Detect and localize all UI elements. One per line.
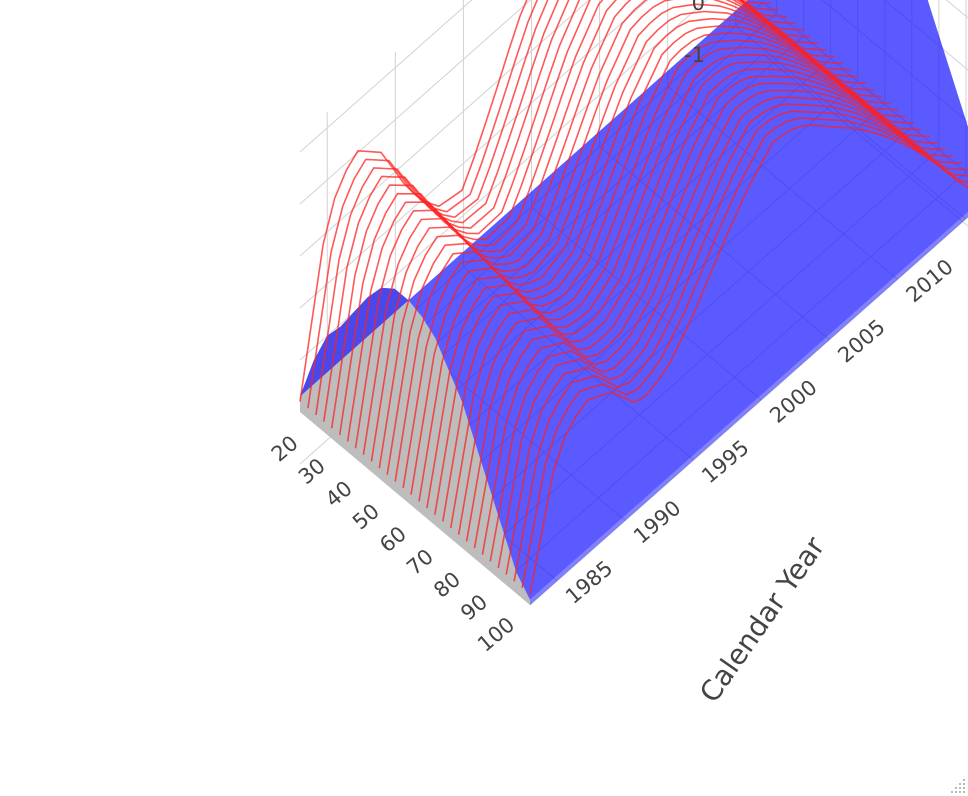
x-tick-label: 90 (456, 590, 492, 626)
series-line (489, 89, 954, 562)
series-line (434, 39, 898, 515)
series-line (457, 61, 922, 535)
series-line (529, 124, 968, 595)
series-line (473, 75, 938, 549)
series-line (346, 0, 811, 442)
series-line (521, 117, 968, 589)
series-line (299, 0, 528, 402)
series-line (354, 0, 819, 449)
series-line (481, 82, 946, 555)
resize-grip-icon[interactable] (950, 778, 966, 794)
series-line (410, 17, 875, 495)
series-line (315, 0, 779, 416)
series-line (386, 0, 851, 475)
surface-plot (300, 0, 968, 605)
y-axis-title: Calendar Year (693, 530, 832, 708)
grid-line (883, 0, 968, 71)
surface-side (530, 211, 968, 605)
grid-line (299, 0, 532, 205)
series-line (426, 32, 890, 509)
series-line (497, 96, 962, 569)
series-line (307, 0, 771, 409)
series-line (362, 0, 827, 455)
series-line (418, 25, 883, 502)
series-line (370, 0, 835, 462)
surface-base-wall (300, 287, 530, 605)
series-line (449, 53, 914, 529)
surface-base (300, 287, 530, 605)
series-line (465, 68, 930, 542)
x-tick-label: 20 (267, 431, 303, 467)
series-line (505, 103, 968, 575)
z-tick-label: 0 (692, 0, 705, 15)
x-tick-label: 100 (473, 612, 519, 656)
x-tick-label: 30 (294, 454, 330, 490)
x-tick-label: 50 (348, 499, 384, 535)
series-line (338, 0, 803, 436)
series-line (378, 0, 843, 469)
x-tick-label: 40 (321, 476, 357, 512)
grid-line (945, 0, 968, 19)
x-tick-label: 70 (402, 544, 438, 580)
series-line (394, 3, 859, 482)
x-tick-label: 60 (375, 522, 411, 558)
surface-top (300, 0, 968, 600)
series-line (330, 0, 795, 429)
z-tick-label: -1 (684, 43, 705, 67)
x-tick-label: 80 (429, 567, 465, 603)
grid-line (299, 0, 473, 153)
series-line (442, 46, 906, 522)
data-series-lines (299, 0, 968, 595)
series-line (402, 10, 867, 489)
series-line (323, 0, 787, 422)
series-line (513, 110, 968, 582)
